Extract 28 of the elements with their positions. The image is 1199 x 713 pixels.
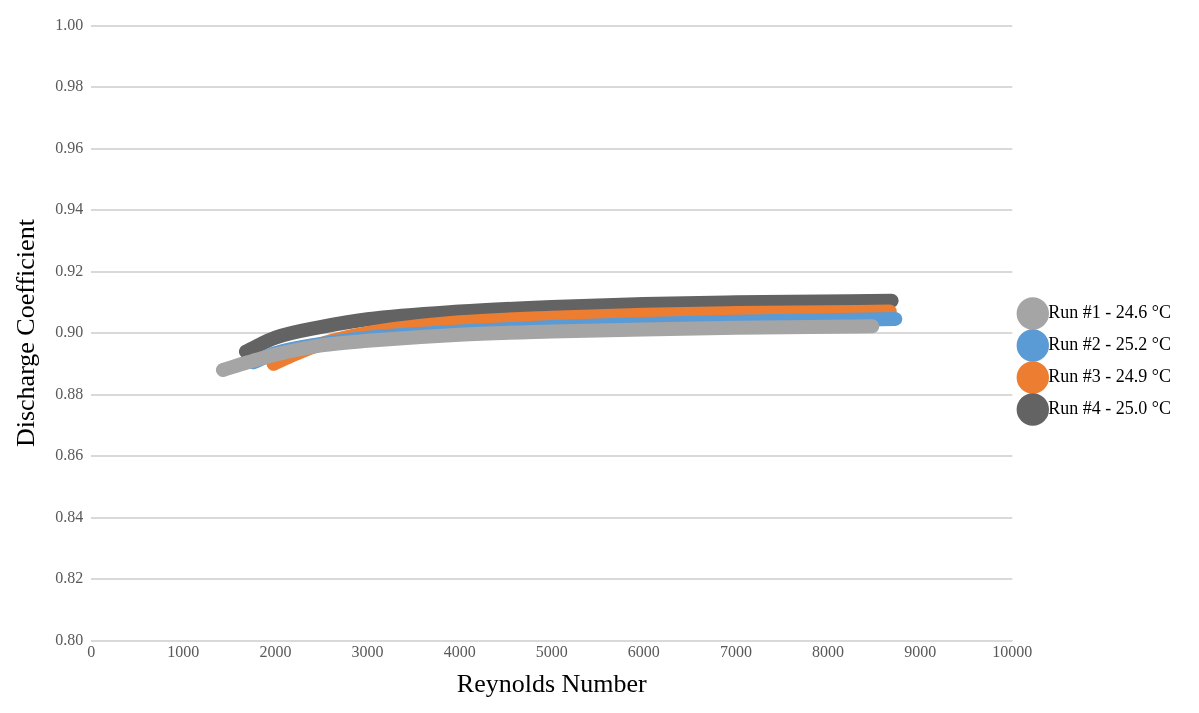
legend-label: Run #3 - 24.9 °C xyxy=(1048,366,1172,387)
x-tick-label: 4000 xyxy=(443,643,476,661)
x-tick-label: 10000 xyxy=(992,643,1033,661)
y-tick-label: 0.98 xyxy=(55,77,84,95)
x-tick-label: 5000 xyxy=(535,643,568,661)
y-tick-label: 0.84 xyxy=(55,507,84,525)
x-tick-label: 2000 xyxy=(259,643,292,661)
y-tick-label: 0.82 xyxy=(55,569,84,587)
x-tick-label: 9000 xyxy=(904,643,937,661)
y-tick-label: 0.86 xyxy=(55,446,84,464)
x-tick-label: 6000 xyxy=(627,643,660,661)
y-tick-label: 0.96 xyxy=(55,138,84,156)
y-tick-label: 0.92 xyxy=(55,261,84,279)
x-tick-label: 3000 xyxy=(351,643,384,661)
y-axis-title: Discharge Coefficient xyxy=(11,218,41,448)
x-tick-label: 8000 xyxy=(812,643,845,661)
x-axis-title: Reynolds Number xyxy=(456,669,648,699)
legend-label: Run #2 - 25.2 °C xyxy=(1048,334,1172,355)
x-tick-label: 1000 xyxy=(167,643,200,661)
y-tick-label: 0.94 xyxy=(55,200,84,218)
legend-label: Run #4 - 25.0 °C xyxy=(1048,398,1172,419)
legend-label: Run #1 - 24.6 °C xyxy=(1048,302,1172,323)
y-tick-label: 1.00 xyxy=(55,15,84,33)
y-tick-label: 0.80 xyxy=(55,630,84,648)
y-tick-label: 0.90 xyxy=(55,323,84,341)
y-tick-label: 0.88 xyxy=(55,384,84,402)
x-tick-label: 7000 xyxy=(719,643,752,661)
x-tick-label: 0 xyxy=(87,643,96,661)
